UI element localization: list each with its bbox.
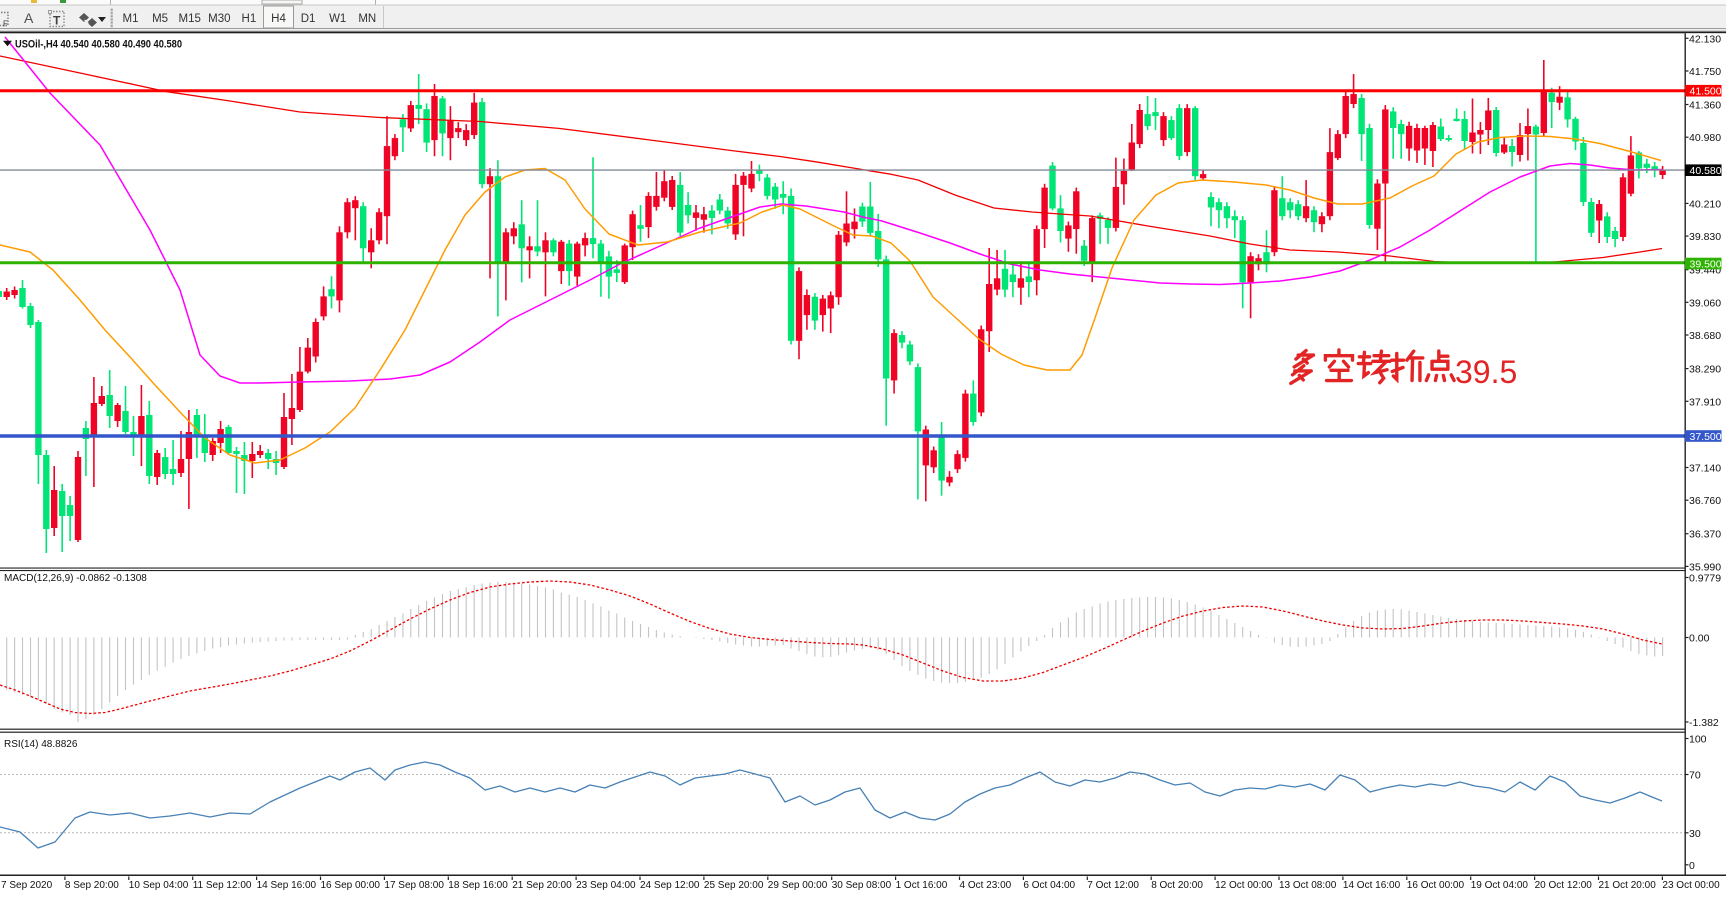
svg-text:17 Sep 08:00: 17 Sep 08:00 xyxy=(384,880,444,891)
svg-text:21 Oct 20:00: 21 Oct 20:00 xyxy=(1599,880,1657,891)
svg-text:23 Oct 00:00: 23 Oct 00:00 xyxy=(1662,880,1720,891)
svg-text:38.680: 38.680 xyxy=(1689,330,1721,342)
svg-text:8 Oct 20:00: 8 Oct 20:00 xyxy=(1151,880,1203,891)
svg-text:39.500: 39.500 xyxy=(1690,259,1722,271)
svg-text:M30: M30 xyxy=(208,13,230,25)
svg-text:39.830: 39.830 xyxy=(1689,231,1721,243)
svg-text:25 Sep 20:00: 25 Sep 20:00 xyxy=(704,880,764,891)
svg-text:35.990: 35.990 xyxy=(1689,561,1721,573)
svg-text:40.980: 40.980 xyxy=(1689,132,1721,144)
svg-text:8 Sep 20:00: 8 Sep 20:00 xyxy=(65,880,119,891)
svg-text:USOil-,H4 40.540 40.580 40.49: USOil-,H4 40.540 40.580 40.490 40.580 xyxy=(15,39,182,51)
svg-text:7 Oct 12:00: 7 Oct 12:00 xyxy=(1087,880,1139,891)
svg-text:37.140: 37.140 xyxy=(1689,463,1721,475)
svg-text:42.130: 42.130 xyxy=(1689,33,1721,45)
svg-text:37.500: 37.500 xyxy=(1690,431,1722,443)
svg-text:0: 0 xyxy=(1689,860,1695,872)
svg-text:16 Sep 00:00: 16 Sep 00:00 xyxy=(321,880,381,891)
svg-text:10 Sep 04:00: 10 Sep 04:00 xyxy=(129,880,189,891)
svg-text:24 Sep 12:00: 24 Sep 12:00 xyxy=(640,880,700,891)
svg-text:30: 30 xyxy=(1689,828,1701,840)
svg-text:W1: W1 xyxy=(329,13,346,25)
svg-text:A: A xyxy=(24,10,34,26)
svg-text:16 Oct 00:00: 16 Oct 00:00 xyxy=(1407,880,1465,891)
svg-text:40.580: 40.580 xyxy=(1690,165,1722,177)
svg-text:14 Oct 16:00: 14 Oct 16:00 xyxy=(1343,880,1401,891)
svg-text:21 Sep 20:00: 21 Sep 20:00 xyxy=(512,880,572,891)
svg-text:41.500: 41.500 xyxy=(1690,86,1722,98)
svg-text:23 Sep 04:00: 23 Sep 04:00 xyxy=(576,880,636,891)
svg-text:18 Sep 16:00: 18 Sep 16:00 xyxy=(448,880,508,891)
svg-text:30 Sep 08:00: 30 Sep 08:00 xyxy=(832,880,892,891)
svg-text:40.210: 40.210 xyxy=(1689,198,1721,210)
svg-text:13 Oct 08:00: 13 Oct 08:00 xyxy=(1279,880,1337,891)
svg-text:1 Oct 16:00: 1 Oct 16:00 xyxy=(896,880,948,891)
svg-text:M1: M1 xyxy=(123,13,139,25)
svg-text:20 Oct 12:00: 20 Oct 12:00 xyxy=(1535,880,1593,891)
svg-text:-1.382: -1.382 xyxy=(1689,717,1719,729)
svg-text:37.910: 37.910 xyxy=(1689,396,1721,408)
svg-text:100: 100 xyxy=(1689,734,1707,746)
svg-text:MN: MN xyxy=(358,13,376,25)
svg-text:0.9779: 0.9779 xyxy=(1689,573,1721,585)
svg-text:12 Oct 00:00: 12 Oct 00:00 xyxy=(1215,880,1273,891)
svg-text:39.060: 39.060 xyxy=(1689,297,1721,309)
svg-text:70: 70 xyxy=(1689,770,1701,782)
svg-text:41.360: 41.360 xyxy=(1689,100,1721,112)
svg-text:39.5: 39.5 xyxy=(1455,354,1517,390)
svg-text:7 Sep 2020: 7 Sep 2020 xyxy=(1,880,53,891)
svg-text:19 Oct 04:00: 19 Oct 04:00 xyxy=(1471,880,1529,891)
svg-text:38.290: 38.290 xyxy=(1689,364,1721,376)
svg-text:11 Sep 12:00: 11 Sep 12:00 xyxy=(193,880,252,891)
svg-text:29 Sep 00:00: 29 Sep 00:00 xyxy=(768,880,828,891)
svg-text:0.00: 0.00 xyxy=(1689,633,1710,645)
svg-text:36.370: 36.370 xyxy=(1689,529,1721,541)
svg-text:36.760: 36.760 xyxy=(1689,495,1721,507)
svg-text:T: T xyxy=(53,14,61,28)
svg-text:RSI(14) 48.8826: RSI(14) 48.8826 xyxy=(4,739,78,750)
svg-text:M15: M15 xyxy=(179,13,201,25)
svg-text:4 Oct 23:00: 4 Oct 23:00 xyxy=(960,880,1012,891)
svg-text:41.750: 41.750 xyxy=(1689,66,1721,78)
svg-text:F: F xyxy=(3,20,8,29)
svg-text:14 Sep 16:00: 14 Sep 16:00 xyxy=(257,880,317,891)
svg-text:MACD(12,26,9) -0.0862 -0.1308: MACD(12,26,9) -0.0862 -0.1308 xyxy=(4,573,147,584)
svg-text:H1: H1 xyxy=(242,13,257,25)
svg-text:M5: M5 xyxy=(152,13,168,25)
svg-text:D1: D1 xyxy=(301,13,316,25)
svg-text:H4: H4 xyxy=(271,13,286,25)
svg-text:6 Oct 04:00: 6 Oct 04:00 xyxy=(1023,880,1075,891)
